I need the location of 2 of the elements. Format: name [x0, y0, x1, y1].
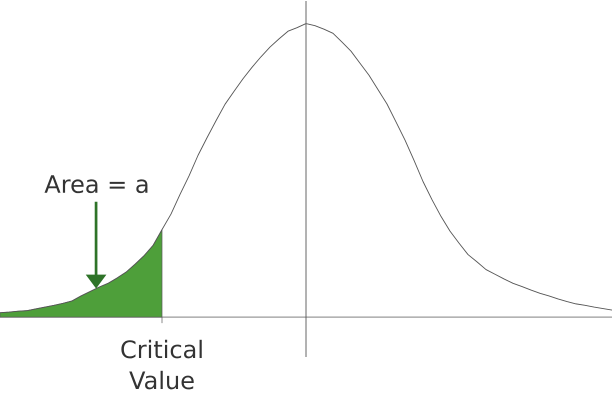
annotation: Area = a	[44, 175, 148, 194]
text: Critical Value	[121, 340, 202, 390]
